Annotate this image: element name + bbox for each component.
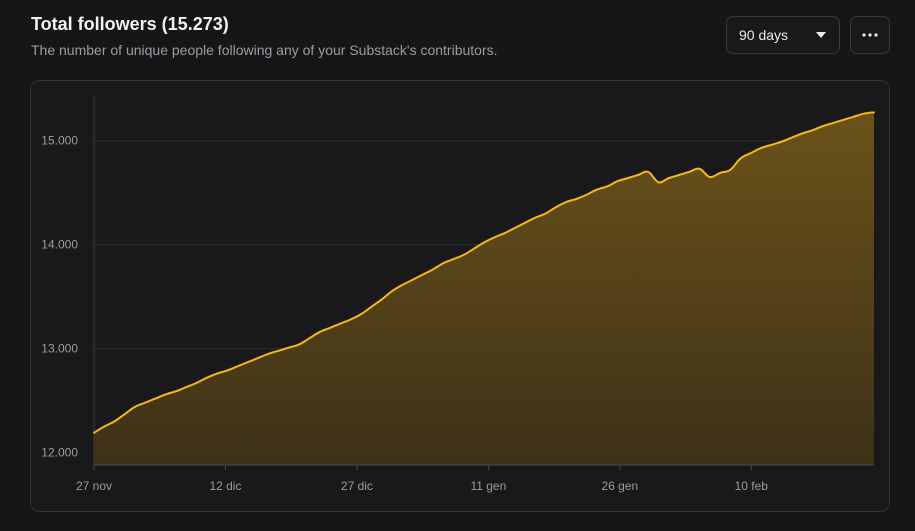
x-tick-label: 26 gen xyxy=(601,479,638,493)
x-tick-label: 27 nov xyxy=(76,479,112,493)
x-tick-label: 12 dic xyxy=(209,479,241,493)
date-range-label: 90 days xyxy=(739,27,789,43)
more-options-button[interactable] xyxy=(850,16,890,54)
y-tick-label: 14.000 xyxy=(41,238,78,252)
page-subtitle: The number of unique people following an… xyxy=(31,42,498,58)
y-tick-label: 12.000 xyxy=(41,446,78,460)
x-tick-label: 27 dic xyxy=(341,479,373,493)
chart-card: 12.000 13.000 14.000 15.000 27 nov 12 dic 27 d… xyxy=(30,80,890,512)
series-line xyxy=(93,111,875,434)
x-tick-label: 11 gen xyxy=(470,479,506,493)
more-horizontal-icon xyxy=(862,33,878,37)
series-area xyxy=(94,112,874,465)
followers-area-chart: 12.000 13.000 14.000 15.000 27 nov 12 dic 27 d… xyxy=(41,96,875,493)
page-title: Total followers (15.273) xyxy=(31,14,229,34)
y-tick-label: 13.000 xyxy=(41,342,78,356)
date-range-select[interactable]: 90 days xyxy=(726,16,840,54)
x-tick-label: 10 feb xyxy=(735,479,769,493)
chevron-down-icon xyxy=(816,32,826,38)
y-tick-label: 15.000 xyxy=(41,134,78,148)
